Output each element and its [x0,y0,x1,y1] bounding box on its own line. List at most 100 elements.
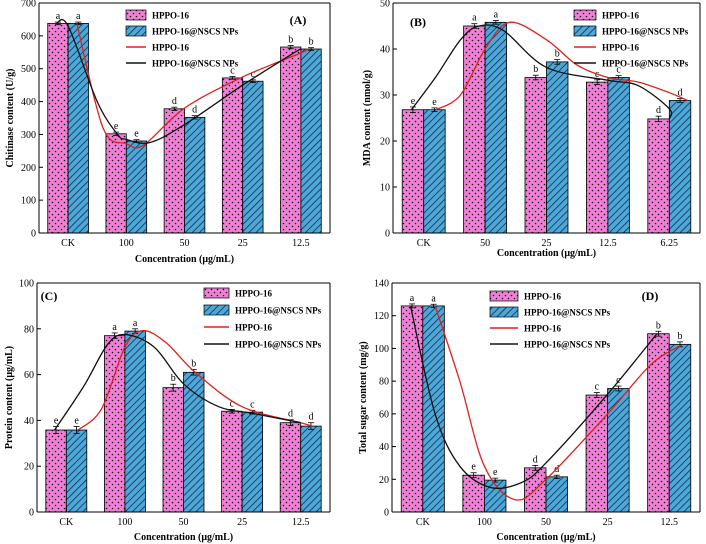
significance-label: b [555,49,560,60]
significance-label: e [432,97,437,108]
legend-swatch-hatch [203,304,230,316]
bar [241,411,264,513]
significance-label: a [76,11,81,22]
significance-label: e [134,129,139,140]
significance-label: e [471,462,476,473]
significance-label: b [288,34,293,45]
legend-swatch-dots [489,290,519,302]
y-tick-label: 10 [380,183,390,194]
panel-label: (C) [41,289,58,303]
significance-label: a [472,13,477,24]
y-axis-label: Chitinase content (U/g) [5,69,16,168]
x-tick-label: 6.25 [661,238,679,249]
significance-label: a [112,322,117,333]
y-tick-label: 200 [21,163,36,174]
y-tick-label: 0 [31,229,36,240]
bar [668,343,692,513]
y-tick-label: 80 [379,377,389,388]
x-tick-label: 50 [541,517,551,528]
y-tick-label: 30 [380,91,390,102]
x-tick-label: 100 [117,517,132,528]
x-tick-label: 50 [179,517,189,528]
legend-label: HPPO-16@NSCS NPs [152,27,239,37]
x-tick-label: 100 [119,238,134,249]
y-tick-label: 40 [380,45,390,56]
chart-panel-1: a e d c b a e d c b 0 100 200 300 400 500 600 700 CK 100 50 2… [5,0,331,265]
significance-label: d [656,105,661,116]
significance-label: a [56,11,61,22]
panel-label: (A) [290,13,307,27]
y-tick-label: 40 [379,442,389,453]
x-tick-label: CK [59,517,74,528]
y-axis-label: Protein content (μg/mL) [4,346,15,449]
x-tick-label: CK [416,517,431,528]
significance-label: a [133,318,138,329]
bar [524,77,547,234]
trend-curve [434,305,682,501]
bar [280,46,302,234]
x-tick-label: 25 [238,238,248,249]
y-tick-label: 50 [380,0,390,10]
significance-label: e [74,416,79,427]
x-axis-label: Concentration (μg/mL) [134,532,233,543]
x-tick-label: 12.5 [292,517,310,528]
bar [279,422,302,513]
bar [546,61,569,234]
panel-label: (B) [410,15,426,29]
bar [585,394,608,513]
significance-label: b [171,373,176,384]
y-tick-label: 80 [24,324,34,335]
significance-label: d [678,88,683,99]
x-tick-label: CK [61,238,76,249]
y-tick-label: 20 [24,462,34,473]
y-tick-label: 300 [21,130,36,141]
y-tick-label: 60 [24,370,34,381]
x-tick-label: 12.5 [292,238,310,249]
y-tick-label: 400 [21,97,36,108]
y-axis-label: Total sugar content (mg/g) [358,341,369,454]
bar [221,77,244,234]
x-tick-label: 25 [237,517,247,528]
bar [647,118,670,234]
legend-swatch-dots [203,287,230,299]
y-tick-label: 120 [374,311,389,322]
bar [401,109,425,234]
significance-label: c [595,382,600,393]
legend-swatch-dots [573,9,597,21]
significance-label: c [251,69,256,80]
bar [647,333,670,513]
y-tick-label: 0 [29,508,34,519]
significance-label: d [192,105,197,116]
legend-label: HPPO-16 [235,323,272,333]
legend-label: HPPO-16@NSCS NPs [602,27,689,37]
significance-label: b [677,331,682,342]
bar [423,109,446,234]
legend-label: HPPO-16@NSCS NPs [152,59,239,69]
trend-curve [76,23,309,149]
legend-label: HPPO-16@NSCS NPs [602,59,689,69]
legend-label: HPPO-16@NSCS NPs [524,340,611,350]
significance-label: d [172,96,177,107]
legend-label: HPPO-16 [524,324,561,334]
significance-label: c [230,398,235,409]
x-tick-label: 25 [542,238,552,249]
bar [545,476,568,513]
y-tick-label: 20 [380,137,390,148]
bar [163,108,185,234]
legend-label: HPPO-16 [235,289,272,299]
x-tick-label: 12.5 [599,238,617,249]
significance-label: d [288,409,293,420]
legend-label: HPPO-16@NSCS NPs [524,308,611,318]
y-tick-label: 20 [379,475,389,486]
bar [184,116,206,234]
y-axis-label: MDA content (nmol/g) [362,70,373,166]
bar [103,335,126,513]
x-axis-label: Concentration (μg/mL) [135,254,234,265]
y-tick-label: 40 [24,416,34,427]
y-tick-label: 600 [21,31,36,42]
y-tick-label: 140 [374,279,389,290]
bar [400,305,424,513]
legend-label: HPPO-16 [152,11,189,21]
